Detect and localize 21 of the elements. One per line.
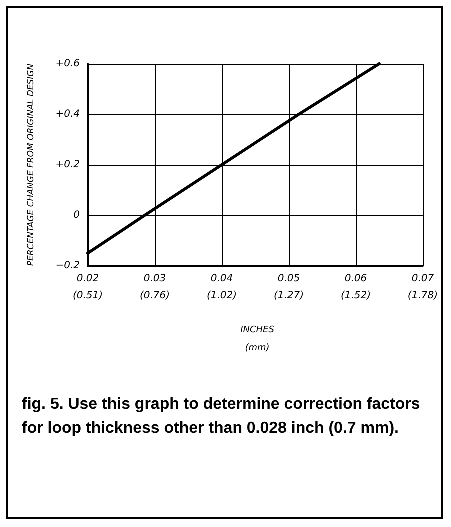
x-tick-label: 0.06 [344,274,368,284]
x-axis-title: INCHES [240,326,275,336]
y-tick-label: 0 [74,210,80,221]
x-tick-label: 0.05 [278,274,300,284]
x2-tick-label: (1.27) [274,290,304,302]
y-tick-label: +0.4 [56,109,80,120]
y-tick-label: −0.2 [56,260,80,272]
x-tick-label: 0.02 [76,274,100,284]
x-tick-label: 0.07 [412,274,435,284]
caption: fig. 5. Use this graph to determine correction factors for loop thickness other than 0.028 inch (0.7 mm). [22,395,422,439]
y-axis-title: PERCENTAGE CHANGE FROM ORIGINAL DESIGN [26,63,36,266]
x-tick-label: 0.04 [210,274,234,284]
x2-tick-label: (1.52) [340,290,372,302]
x-tick-label: 0.03 [144,274,166,284]
y-tick-label: +0.6 [56,58,80,70]
x2-axis-title: (mm) [245,344,270,354]
y-tick-label: +0.2 [56,160,80,170]
x2-tick-label: (0.76) [140,290,170,302]
x2-tick-label: (1.78) [408,290,438,302]
x2-tick-label: (1.02) [206,290,238,302]
x2-tick-label: (0.51) [72,290,104,302]
